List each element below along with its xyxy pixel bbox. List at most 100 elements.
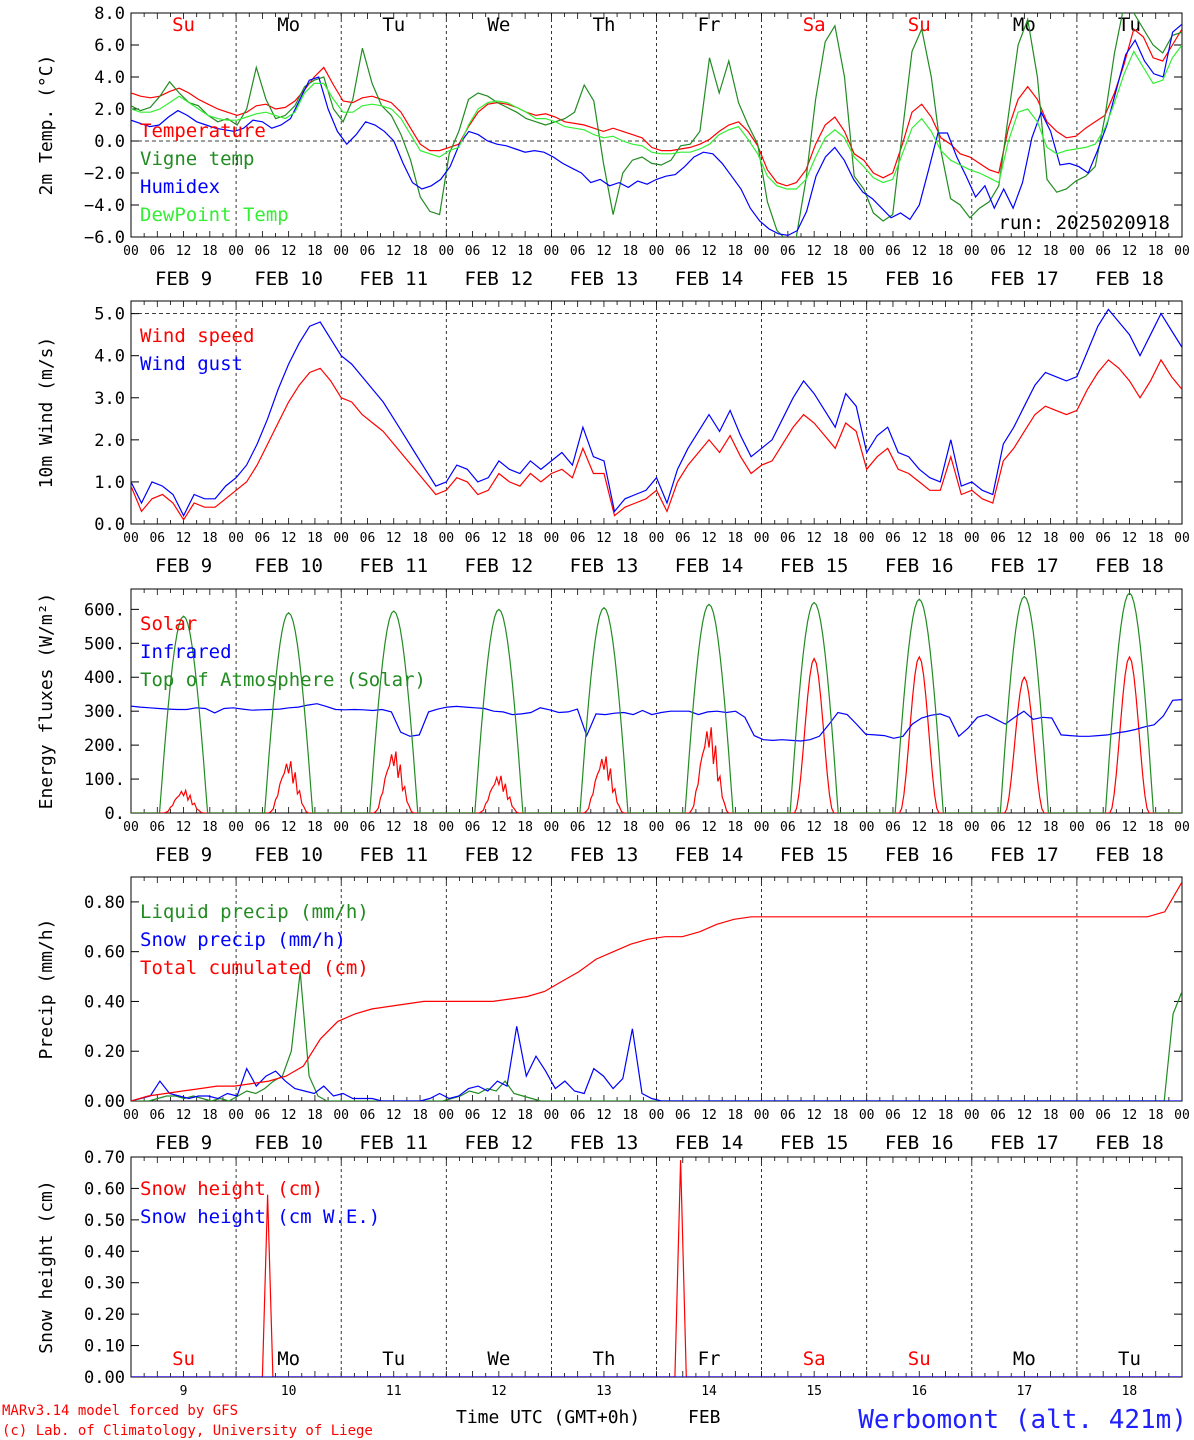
panel-2: 5.0 4.0 3.0 2.0 1.0 0.0 10m Wind (m/s) 00 06 12 18… [36, 300, 1190, 577]
x-hour-label: 18 [938, 820, 954, 835]
day-name-label: Sa [803, 1348, 826, 1370]
x-hour-label: 00 [754, 244, 770, 259]
x-hour-label: 00 [649, 820, 665, 835]
y-axis-label: 10m Wind (m/s) [36, 337, 57, 489]
x-hour-label: 18 [202, 244, 218, 259]
x-hour-label: 06 [990, 1108, 1006, 1123]
day-name-label: Fr [698, 14, 721, 36]
x-date-label: FEB 12 [465, 268, 534, 290]
station-name: Werbomont (alt. 421m) [858, 1405, 1187, 1435]
day-name-label: Su [172, 1348, 195, 1370]
day-name-label: Mo [277, 14, 300, 36]
x-hour-label: 06 [255, 244, 271, 259]
x-hour-label: 06 [465, 1108, 481, 1123]
x-date-label: FEB 16 [885, 268, 954, 290]
x-date-label: FEB 12 [465, 1132, 534, 1154]
x-hour-label: 12 [1017, 531, 1033, 546]
x-hour-label: 06 [1095, 244, 1111, 259]
x-hour-label: 12 [596, 820, 612, 835]
x-hour-label: 18 [412, 244, 428, 259]
x-hour-label: 12 [386, 1108, 402, 1123]
x-hour-label: 00 [649, 244, 665, 259]
x-hour-label: 06 [675, 244, 691, 259]
x-day-number: 13 [596, 1384, 612, 1399]
y-tick-label: −4.0 [84, 196, 125, 216]
x-hour-label: 18 [202, 531, 218, 546]
x-hour-label: 12 [1017, 1108, 1033, 1123]
x-hour-label: 18 [517, 244, 533, 259]
x-hour-label: 00 [859, 820, 875, 835]
series-group [131, 1160, 1182, 1377]
x-date-label: FEB 15 [780, 268, 849, 290]
x-hour-label: 12 [806, 244, 822, 259]
x-hour-label: 06 [360, 1108, 376, 1123]
x-hour-label: 00 [544, 1108, 560, 1123]
x-date-label: FEB 16 [885, 1132, 954, 1154]
x-date-label: FEB 13 [570, 268, 639, 290]
series-line-red [131, 1160, 1182, 1377]
x-hour-label: 06 [149, 531, 165, 546]
y-tick-label: 500. [84, 634, 125, 654]
x-hour-label: 12 [281, 244, 297, 259]
x-hour-label: 06 [255, 820, 271, 835]
x-hour-label: 06 [255, 1108, 271, 1123]
x-hour-label: 06 [990, 244, 1006, 259]
y-tick-label: 0.20 [84, 1305, 125, 1325]
y-tick-label: 0.0 [94, 132, 125, 152]
y-axis-label: Precip (mm/h) [36, 919, 57, 1060]
x-hour-label: 06 [465, 244, 481, 259]
x-hour-label: 12 [911, 531, 927, 546]
y-tick-label: 0.40 [84, 992, 125, 1012]
y-tick-label: −2.0 [84, 164, 125, 184]
x-hour-label: 06 [360, 531, 376, 546]
day-name-label: Fr [698, 1348, 721, 1370]
x-hour-label: 12 [701, 244, 717, 259]
y-tick-label: 0.60 [84, 943, 125, 963]
x-hour-label: 12 [1122, 1108, 1138, 1123]
legend-entry: Top of Atmosphere (Solar) [140, 669, 426, 691]
x-day-number: 14 [701, 1384, 717, 1399]
y-tick-label: 0.60 [84, 1179, 125, 1199]
x-hour-label: 00 [649, 1108, 665, 1123]
x-hour-label: 18 [1043, 1108, 1059, 1123]
x-hour-label: 18 [307, 244, 323, 259]
y-tick-label: 0.30 [84, 1274, 125, 1294]
x-hour-label: 18 [1148, 820, 1164, 835]
x-hour-label: 06 [360, 820, 376, 835]
x-date-label: FEB 11 [359, 1132, 428, 1154]
series-line-green [131, 971, 1182, 1101]
x-date-label: FEB 14 [675, 844, 744, 866]
y-tick-label: 0.70 [84, 1148, 125, 1168]
x-hour-label: 06 [675, 820, 691, 835]
x-hour-label: 06 [570, 820, 586, 835]
y-axis-label: 2m Temp. (°C) [36, 55, 57, 196]
x-date-label: FEB 15 [780, 1132, 849, 1154]
x-hour-label: 00 [1174, 820, 1190, 835]
x-hour-label: 00 [228, 1108, 244, 1123]
x-hour-label: 00 [859, 1108, 875, 1123]
x-hour-label: 18 [307, 820, 323, 835]
x-hour-label: 12 [911, 244, 927, 259]
x-date-label: FEB 9 [155, 844, 212, 866]
x-hour-label: 12 [911, 1108, 927, 1123]
x-hour-label: 18 [833, 244, 849, 259]
x-hour-label: 00 [228, 820, 244, 835]
x-hour-label: 00 [754, 820, 770, 835]
x-date-label: FEB 12 [465, 844, 534, 866]
x-hour-label: 00 [544, 244, 560, 259]
x-hour-label: 18 [1148, 1108, 1164, 1123]
x-hour-label: 12 [701, 531, 717, 546]
x-hour-label: 12 [806, 820, 822, 835]
x-hour-label: 12 [911, 820, 927, 835]
model-credit: MARv3.14 model forced by GFS [2, 1403, 238, 1419]
day-name-label: Th [593, 14, 616, 36]
series-group [131, 308, 1182, 521]
x-day-number: 15 [806, 1384, 822, 1399]
x-hour-label: 00 [333, 531, 349, 546]
x-hour-label: 00 [228, 244, 244, 259]
x-hour-label: 12 [1122, 531, 1138, 546]
x-hour-label: 12 [596, 244, 612, 259]
day-name-label: We [487, 1348, 510, 1370]
x-hour-label: 00 [123, 244, 139, 259]
